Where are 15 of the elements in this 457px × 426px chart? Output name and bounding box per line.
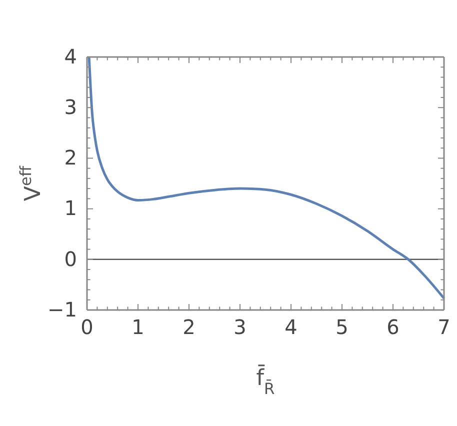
y-tick-label: 4 — [64, 44, 77, 68]
x-tick-label: 3 — [234, 315, 246, 340]
x-tick-label: 7 — [438, 315, 450, 340]
y-tick-label: 3 — [64, 95, 77, 119]
x-tick-label: 0 — [80, 315, 94, 340]
y-tick-label: 2 — [64, 146, 77, 170]
x-axis-title: f̄$_{R̄}$ — [256, 364, 276, 398]
x-tick-label: 4 — [284, 315, 298, 340]
x-tick-label: 5 — [336, 315, 348, 340]
y-tick-label: 0 — [64, 246, 77, 271]
x-tick-label: 2 — [182, 315, 196, 340]
y-tick-label: −1 — [48, 297, 77, 322]
x-tick-label: 1 — [132, 315, 144, 340]
y-tick-label: 1 — [64, 196, 77, 220]
x-tick-label: 6 — [386, 315, 400, 340]
